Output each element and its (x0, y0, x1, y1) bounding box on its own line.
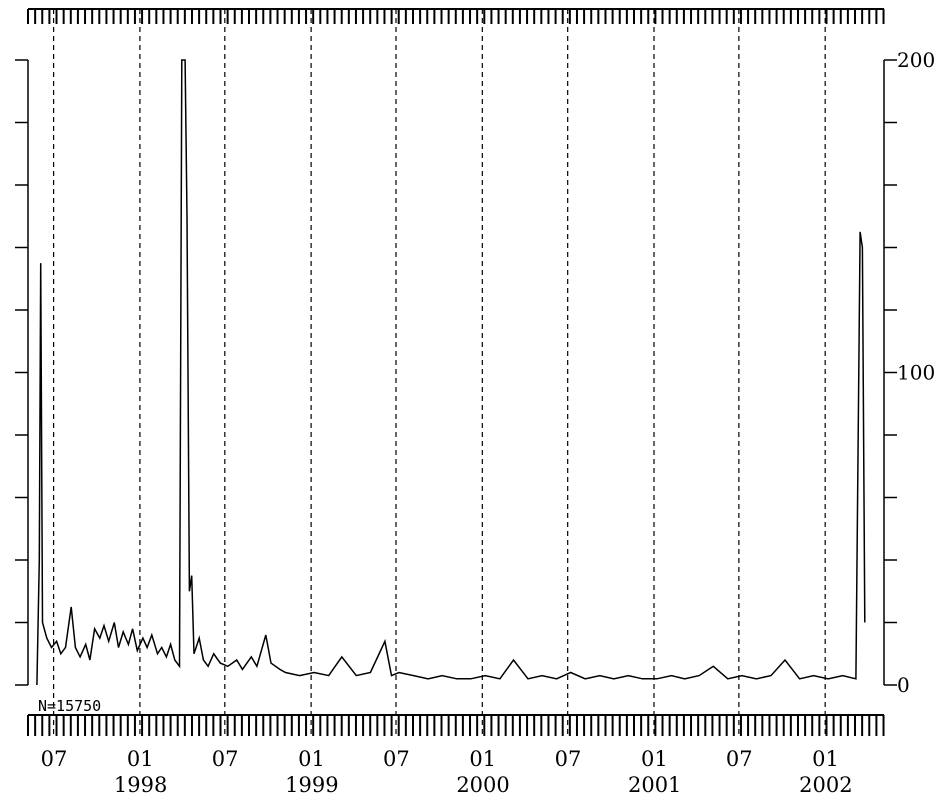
x-tick-month-label: 01 (812, 747, 839, 771)
x-tick-year-label: 1998 (114, 773, 167, 797)
x-tick-year-label: 2002 (799, 773, 852, 797)
y-tick-label: 100 (897, 361, 935, 385)
x-tick-month-label: 07 (726, 747, 753, 771)
x-tick-month-label: 01 (298, 747, 325, 771)
x-tick-year-label: 2000 (456, 773, 509, 797)
x-tick-year-label: 1999 (285, 773, 338, 797)
top-minor-ticks (27, 9, 885, 24)
y-tick-label: 0 (897, 673, 910, 697)
x-tick-year-label: 2001 (628, 773, 681, 797)
bottom-minor-ticks (27, 715, 885, 736)
x-tick-month-label: 07 (383, 747, 410, 771)
x-tick-month-label: 01 (127, 747, 154, 771)
x-tick-month-label: 01 (641, 747, 668, 771)
y-tick-label: 200 (897, 48, 935, 72)
x-tick-month-label: 07 (212, 747, 239, 771)
x-tick-month-label: 07 (41, 747, 68, 771)
x-tick-month-label: 01 (469, 747, 496, 771)
x-tick-month-label: 07 (555, 747, 582, 771)
left-axis-ticks (15, 59, 28, 686)
y-axis-labels: 0 100 200 (897, 48, 935, 697)
sample-size-annotation: N=15750 (38, 697, 101, 715)
vertical-gridlines (53, 9, 826, 736)
right-axis-ticks (884, 59, 897, 686)
series-line (36, 59, 866, 686)
